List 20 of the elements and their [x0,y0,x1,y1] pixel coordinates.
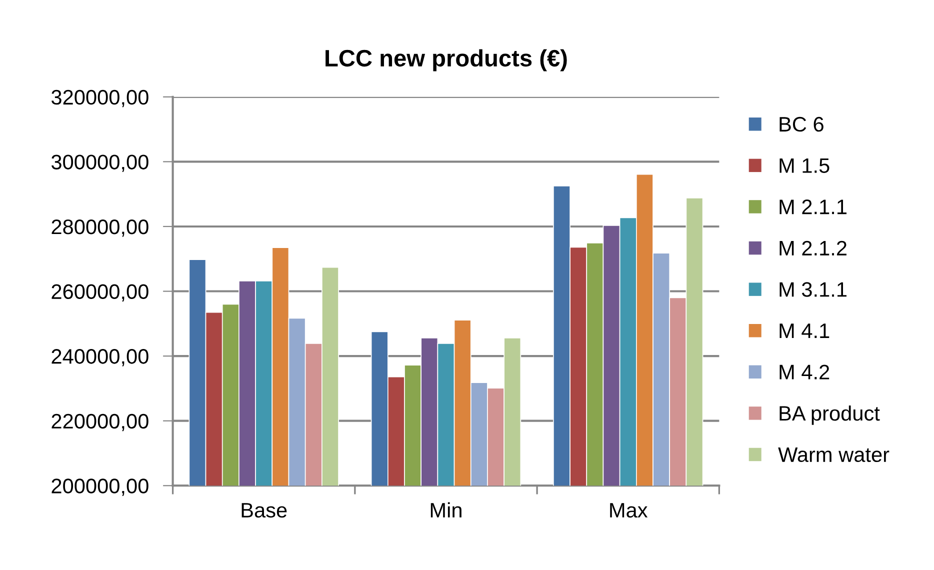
legend-label: M 1.5 [780,158,830,173]
y-tick-label: 220000,00 [52,414,148,432]
x-tick-label: Min [430,502,462,518]
chart-title: LCC new products (€) [326,49,567,72]
legend-label: M 2.1.2 [780,240,846,256]
legend-label: M 2.1.1 [780,200,846,214]
y-tick-label: 280000,00 [52,219,148,237]
y-tick-label: 260000,00 [52,284,148,302]
legend-label: M 4.2 [780,364,830,380]
x-tick-label: Base [242,503,287,518]
y-tick-label: 240000,00 [52,349,148,366]
legend-label: BC 6 [780,116,824,132]
y-tick-label: 300000,00 [52,154,148,172]
legend-label: M 3.1.1 [780,282,846,297]
legend-label: M 4.1 [780,324,830,338]
x-tick-label: Max [610,503,648,518]
legend-label: Warm water [778,448,890,462]
legend-label: BA product [780,405,880,425]
y-tick-label: 320000,00 [52,90,148,108]
y-tick-label: 200000,00 [52,478,148,496]
